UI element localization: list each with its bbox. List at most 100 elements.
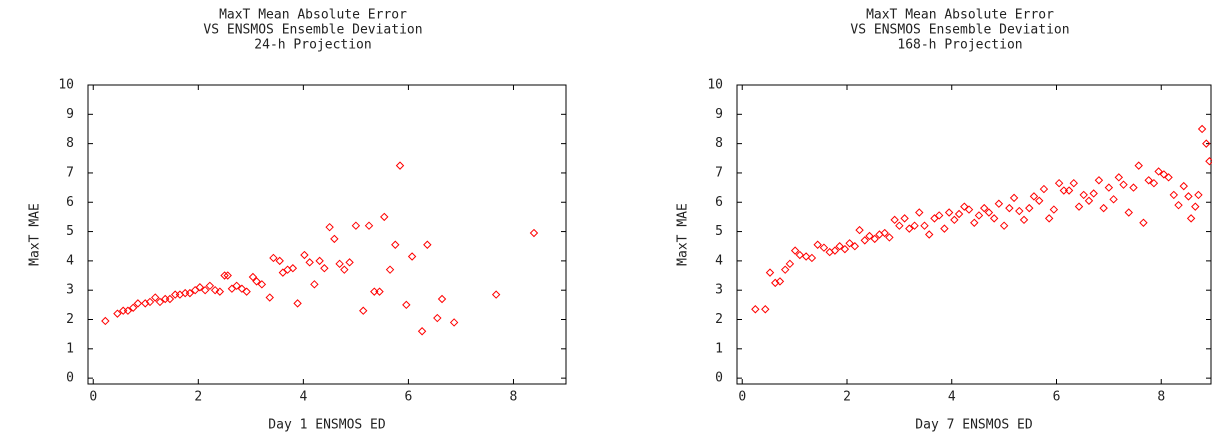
point xyxy=(449,318,459,327)
point xyxy=(984,208,994,217)
point xyxy=(1184,192,1193,201)
point xyxy=(970,218,979,227)
point xyxy=(819,243,829,252)
x-tick-label: 6 xyxy=(1053,390,1061,405)
chart-title: VS ENSMOS Ensemble Deviation xyxy=(203,23,422,38)
point xyxy=(1015,206,1024,216)
point xyxy=(974,211,984,220)
y-tick-label: 8 xyxy=(715,136,723,151)
point xyxy=(210,285,220,295)
y-tick-label: 2 xyxy=(715,312,723,327)
point xyxy=(215,287,225,296)
point xyxy=(1099,203,1108,213)
point xyxy=(880,228,889,238)
point xyxy=(437,294,447,304)
point xyxy=(315,256,324,266)
point xyxy=(252,277,261,286)
point xyxy=(275,256,284,266)
point xyxy=(1044,214,1054,223)
point xyxy=(232,281,241,291)
point xyxy=(278,268,288,277)
point xyxy=(915,208,924,217)
x-tick-label: 2 xyxy=(194,390,202,405)
point xyxy=(407,252,417,261)
point xyxy=(1084,196,1094,205)
point xyxy=(1169,190,1179,200)
point xyxy=(205,281,215,291)
y-tick-label: 5 xyxy=(715,224,723,239)
point xyxy=(1025,203,1034,213)
point xyxy=(1134,161,1143,170)
point xyxy=(1174,200,1183,210)
point xyxy=(960,202,969,211)
point xyxy=(330,234,339,244)
point xyxy=(257,280,267,289)
y-tick-label: 6 xyxy=(66,195,74,210)
point xyxy=(934,211,944,220)
point xyxy=(1119,180,1128,189)
point xyxy=(1159,170,1169,179)
point xyxy=(1054,178,1064,188)
y-tick-label: 1 xyxy=(715,341,723,356)
point xyxy=(151,293,160,302)
point xyxy=(195,283,205,292)
point xyxy=(1079,190,1088,200)
point xyxy=(248,272,258,282)
point xyxy=(293,299,302,308)
point xyxy=(288,264,298,273)
point xyxy=(765,268,775,277)
x-tick-label: 4 xyxy=(948,390,956,405)
plot-frame xyxy=(736,84,1212,385)
point xyxy=(780,265,790,274)
y-tick-label: 10 xyxy=(58,78,74,93)
point xyxy=(269,253,278,263)
point xyxy=(964,205,974,214)
point xyxy=(395,161,405,170)
point xyxy=(1059,186,1069,195)
point xyxy=(1019,215,1029,225)
y-tick-label: 9 xyxy=(715,107,723,122)
point xyxy=(1035,196,1044,205)
y-tick-label: 8 xyxy=(66,136,74,151)
y-axis-label: MaxT MAE xyxy=(676,203,691,266)
point xyxy=(1109,195,1118,204)
point xyxy=(300,250,309,260)
point xyxy=(491,290,501,299)
point xyxy=(141,299,150,308)
x-tick-label: 8 xyxy=(1157,390,1165,405)
point xyxy=(801,252,811,261)
chart-title: VS ENSMOS Ensemble Deviation xyxy=(850,23,1069,38)
point xyxy=(989,214,999,223)
point xyxy=(775,277,785,286)
point xyxy=(1202,139,1211,148)
y-tick-label: 5 xyxy=(66,224,74,239)
point xyxy=(813,240,822,249)
y-tick-label: 2 xyxy=(66,312,74,327)
point xyxy=(380,212,389,222)
y-tick-label: 0 xyxy=(66,371,74,386)
point xyxy=(391,240,400,249)
point xyxy=(1005,203,1014,213)
point xyxy=(940,224,949,233)
point xyxy=(1064,186,1074,195)
x-axis-label: Day 7 ENSMOS ED xyxy=(915,418,1033,433)
point xyxy=(1029,192,1039,201)
point xyxy=(1094,176,1104,185)
point xyxy=(128,303,138,312)
point xyxy=(900,214,909,223)
y-tick-label: 9 xyxy=(66,107,74,122)
x-tick-label: 4 xyxy=(299,390,307,405)
plot-frame xyxy=(87,84,567,385)
chart-title: MaxT Mean Absolute Error xyxy=(219,8,407,23)
point xyxy=(1191,202,1200,211)
x-tick-label: 8 xyxy=(510,390,518,405)
point xyxy=(761,305,770,314)
y-tick-label: 4 xyxy=(715,253,723,268)
point xyxy=(185,288,195,298)
y-tick-label: 4 xyxy=(66,253,74,268)
point xyxy=(200,285,210,295)
point xyxy=(359,306,368,315)
